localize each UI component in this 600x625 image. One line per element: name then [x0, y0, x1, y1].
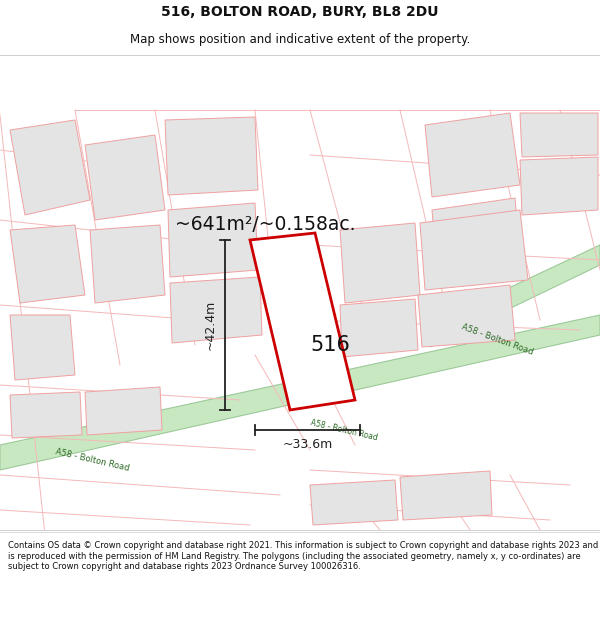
- Text: ~33.6m: ~33.6m: [283, 438, 332, 451]
- Polygon shape: [85, 135, 165, 220]
- Text: ~641m²/~0.158ac.: ~641m²/~0.158ac.: [175, 216, 355, 234]
- Polygon shape: [340, 223, 420, 303]
- Polygon shape: [165, 117, 258, 195]
- Polygon shape: [85, 387, 162, 435]
- Polygon shape: [10, 225, 85, 303]
- Text: A58 - Bolton Road: A58 - Bolton Road: [460, 323, 534, 357]
- Polygon shape: [0, 315, 600, 470]
- Text: 516: 516: [310, 335, 350, 355]
- Polygon shape: [420, 210, 528, 290]
- Polygon shape: [90, 225, 165, 303]
- Text: ~42.4m: ~42.4m: [204, 300, 217, 350]
- Polygon shape: [168, 203, 258, 277]
- Polygon shape: [425, 113, 520, 197]
- Polygon shape: [400, 471, 492, 520]
- Text: Map shows position and indicative extent of the property.: Map shows position and indicative extent…: [130, 33, 470, 46]
- Polygon shape: [170, 277, 262, 343]
- Polygon shape: [520, 157, 598, 215]
- Polygon shape: [250, 233, 355, 410]
- Text: 516, BOLTON ROAD, BURY, BL8 2DU: 516, BOLTON ROAD, BURY, BL8 2DU: [161, 5, 439, 19]
- Polygon shape: [10, 315, 75, 380]
- Polygon shape: [310, 480, 398, 525]
- Polygon shape: [432, 198, 522, 285]
- Text: A58 - Bolton Road: A58 - Bolton Road: [55, 447, 131, 473]
- Polygon shape: [520, 113, 598, 157]
- Polygon shape: [10, 120, 90, 215]
- Polygon shape: [430, 245, 600, 347]
- Polygon shape: [10, 392, 82, 438]
- Polygon shape: [418, 285, 515, 347]
- Text: A58 - Bolton Road: A58 - Bolton Road: [310, 418, 379, 442]
- Text: Contains OS data © Crown copyright and database right 2021. This information is : Contains OS data © Crown copyright and d…: [8, 541, 598, 571]
- Polygon shape: [340, 299, 418, 357]
